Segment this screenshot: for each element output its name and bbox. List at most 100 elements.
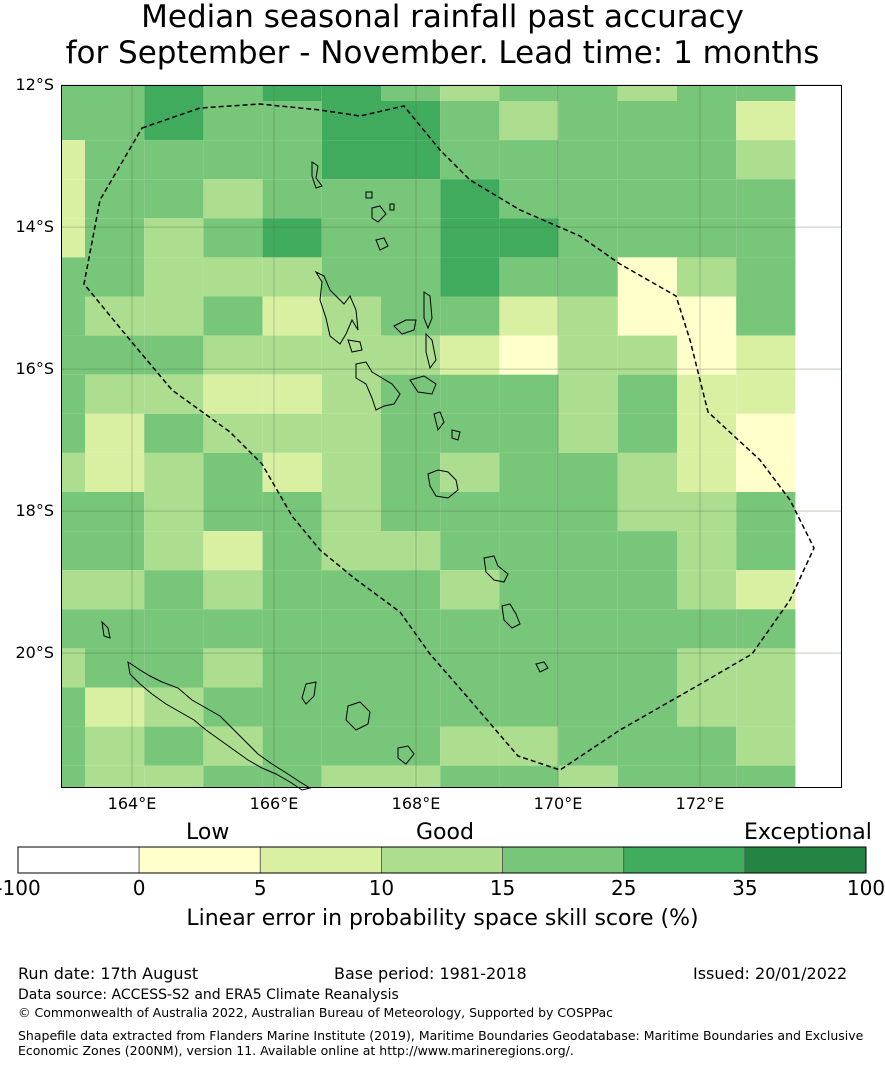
longitude-label: 172°E bbox=[675, 794, 725, 813]
grid-cell bbox=[381, 531, 441, 571]
grid-cell bbox=[61, 179, 85, 219]
grid-cell bbox=[440, 726, 500, 766]
island-maewo bbox=[423, 291, 433, 330]
grid-cell bbox=[736, 609, 796, 649]
colorbar-segment bbox=[502, 846, 625, 874]
grid-cell bbox=[558, 687, 618, 727]
grid-cell bbox=[61, 687, 85, 727]
grid-cell bbox=[558, 648, 618, 688]
grid-cell bbox=[558, 257, 618, 297]
island-loyalty-ouvea bbox=[301, 681, 317, 705]
grid-cell bbox=[85, 101, 145, 141]
island-belep bbox=[101, 620, 111, 639]
colorbar-category-low: Low bbox=[186, 820, 230, 845]
grid-cell bbox=[144, 140, 204, 180]
grid-cell bbox=[61, 374, 85, 414]
grid-cell bbox=[736, 413, 796, 453]
shapefile-credit-line-1: Shapefile data extracted from Flanders M… bbox=[18, 1028, 864, 1043]
grid-cell bbox=[677, 726, 737, 766]
grid-cell bbox=[61, 296, 85, 336]
grid-cell bbox=[262, 335, 322, 375]
grid-cell bbox=[85, 374, 145, 414]
island-ambrym bbox=[409, 375, 437, 395]
grid-cell bbox=[85, 413, 145, 453]
grid-cell bbox=[85, 609, 145, 649]
grid-cell bbox=[677, 257, 737, 297]
island-loyalty-mare bbox=[397, 745, 415, 765]
grid-cell bbox=[262, 531, 322, 571]
grid-cell bbox=[85, 687, 145, 727]
grid-cell bbox=[144, 609, 204, 649]
grid-cell bbox=[203, 726, 263, 766]
issued-date: Issued: 20/01/2022 bbox=[693, 964, 848, 983]
grid-cell bbox=[321, 101, 381, 141]
grid-cell bbox=[381, 218, 441, 258]
grid-cell bbox=[677, 765, 737, 788]
grid-cell bbox=[736, 179, 796, 219]
grid-cell bbox=[203, 765, 263, 788]
grid-cell bbox=[381, 609, 441, 649]
grid-cell bbox=[558, 85, 618, 101]
grid-cell bbox=[203, 218, 263, 258]
grid-cell bbox=[381, 765, 441, 788]
grid-cell bbox=[144, 726, 204, 766]
grid-cell bbox=[262, 257, 322, 297]
colorbar-category-exceptional: Exceptional bbox=[744, 820, 872, 845]
skill-grid bbox=[61, 85, 796, 788]
grid-cell bbox=[262, 374, 322, 414]
grid-cell bbox=[321, 687, 381, 727]
colorbar-segment bbox=[623, 846, 746, 874]
grid-cell bbox=[440, 179, 500, 219]
grid-cell bbox=[381, 140, 441, 180]
coastlines bbox=[101, 161, 549, 791]
colorbar-tick-label: 5 bbox=[253, 876, 267, 900]
grid-cell bbox=[736, 335, 796, 375]
grid-cell bbox=[144, 374, 204, 414]
grid-cell bbox=[61, 335, 85, 375]
grid-cell bbox=[677, 218, 737, 258]
grid-cell bbox=[61, 609, 85, 649]
chart-title-line-1: Median seasonal rainfall past accuracy bbox=[141, 0, 744, 35]
grid-cell bbox=[736, 257, 796, 297]
grid-cell bbox=[617, 452, 677, 492]
grid-cell bbox=[144, 257, 204, 297]
grid-cell bbox=[144, 179, 204, 219]
grid-cell bbox=[677, 570, 737, 610]
grid-cell bbox=[617, 374, 677, 414]
grid-cell bbox=[499, 726, 559, 766]
grid-cell bbox=[203, 296, 263, 336]
grid-cell bbox=[736, 648, 796, 688]
grid-cell bbox=[617, 296, 677, 336]
grid-cell bbox=[677, 452, 737, 492]
grid-cell bbox=[558, 101, 618, 141]
grid-cell bbox=[558, 140, 618, 180]
grid-cell bbox=[499, 609, 559, 649]
grid-cell bbox=[262, 452, 322, 492]
grid-cell bbox=[203, 140, 263, 180]
grid-cell bbox=[677, 374, 737, 414]
grid-cell bbox=[558, 726, 618, 766]
grid-cell bbox=[262, 609, 322, 649]
grid-cell bbox=[499, 179, 559, 219]
grid-cell bbox=[144, 218, 204, 258]
grid-cell bbox=[440, 609, 500, 649]
grid-cell bbox=[499, 648, 559, 688]
grid-cell bbox=[617, 765, 677, 788]
grid-cell bbox=[85, 492, 145, 532]
grid-cell bbox=[144, 570, 204, 610]
grid-cell bbox=[558, 492, 618, 532]
island-aneityum bbox=[535, 661, 549, 673]
grid-cell bbox=[262, 413, 322, 453]
grid-cell bbox=[203, 687, 263, 727]
grid-cell bbox=[440, 335, 500, 375]
grid-cell bbox=[85, 218, 145, 258]
grid-cell bbox=[61, 531, 85, 571]
grid-cell bbox=[85, 140, 145, 180]
longitude-label: 168°E bbox=[391, 794, 441, 813]
island-loyalty-lifou bbox=[345, 701, 371, 731]
grid-cell bbox=[736, 492, 796, 532]
grid-cell bbox=[203, 85, 263, 101]
grid-cell bbox=[203, 452, 263, 492]
grid-cell bbox=[262, 140, 322, 180]
grid-cell bbox=[440, 257, 500, 297]
